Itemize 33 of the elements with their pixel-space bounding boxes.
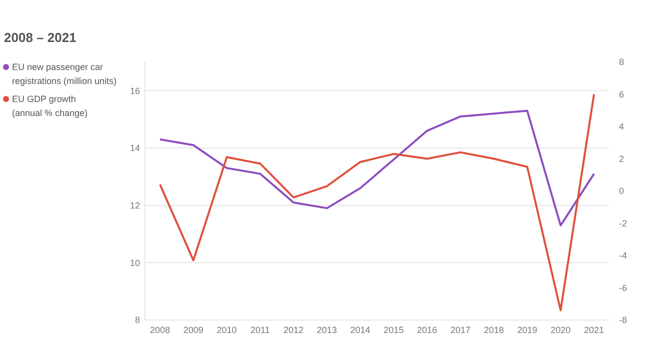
x-tick-label: 2008 bbox=[150, 325, 170, 335]
x-tick-label: 2012 bbox=[284, 325, 304, 335]
y-tick-label: 12 bbox=[130, 200, 140, 210]
x-tick-label: 2020 bbox=[550, 325, 571, 335]
x-tick-label: 2021 bbox=[584, 325, 604, 335]
x-tick-label: 2014 bbox=[350, 325, 370, 335]
y2-tick-label: -4 bbox=[619, 250, 628, 261]
x-tick-label: 2018 bbox=[484, 325, 504, 335]
legend-label: EU GDP growth (annual % change) bbox=[12, 94, 88, 118]
y-tick-label: 16 bbox=[130, 86, 140, 96]
y-tick-label: 8 bbox=[134, 315, 140, 326]
y2-tick-label: 0 bbox=[619, 186, 624, 196]
y2-tick-label: 2 bbox=[619, 154, 624, 164]
line-series bbox=[159, 93, 595, 312]
y2-tick-label: -2 bbox=[619, 218, 628, 228]
x-tick-label: 2019 bbox=[517, 325, 538, 335]
y-tick-label: 10 bbox=[130, 258, 140, 268]
y2-tick-label: 6 bbox=[619, 89, 624, 100]
text: 2008 – 2021 bbox=[4, 30, 76, 45]
y-tick-label: 14 bbox=[130, 143, 140, 154]
y2-tick-label: -6 bbox=[619, 282, 628, 293]
x-tick-label: 2010 bbox=[216, 325, 237, 335]
x-tick-label: 2013 bbox=[316, 325, 337, 335]
y2-tick-label: -8 bbox=[619, 315, 628, 326]
y2-tick-label: 8 bbox=[619, 57, 624, 68]
y2-tick-label: 4 bbox=[619, 122, 624, 132]
x-tick-label: 2017 bbox=[450, 325, 470, 335]
x-tick-label: 2009 bbox=[183, 325, 204, 335]
legend-label: EU new passenger car registrations (million units) bbox=[12, 62, 117, 86]
x-tick-label: 2015 bbox=[384, 325, 404, 335]
line-series bbox=[159, 110, 595, 226]
x-tick-label: 2016 bbox=[417, 325, 438, 335]
x-tick-label: 2011 bbox=[250, 325, 270, 335]
